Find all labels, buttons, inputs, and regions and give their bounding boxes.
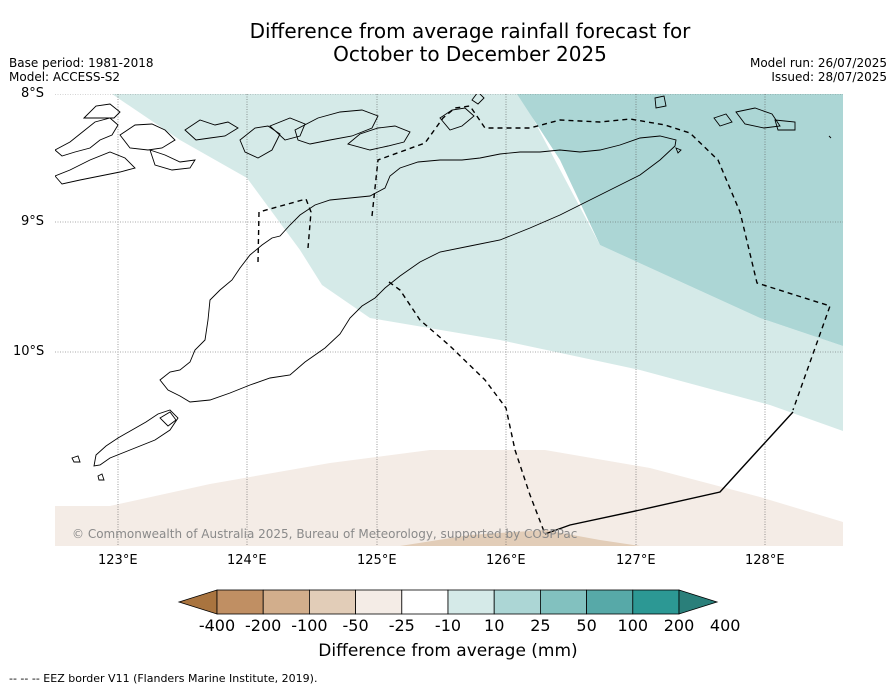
model-label: Model: ACCESS-S2 [9, 70, 121, 84]
lon-label-123e: 123°E [98, 553, 138, 568]
copyright-notice: © Commonwealth of Australia 2025, Bureau… [72, 527, 578, 541]
colorbar-cell [493, 589, 541, 615]
colorbar-extend-high [678, 589, 719, 615]
colorbar-cell [308, 589, 356, 615]
colorbar-tick-label: -400 [198, 616, 236, 635]
colorbar [177, 589, 719, 615]
issued-label: Issued: 28/07/2025 [771, 70, 887, 84]
colorbar-cell [540, 589, 588, 615]
colorbar-tick-label: -200 [245, 616, 282, 635]
coastlines [55, 94, 832, 481]
lon-label-126e: 126°E [486, 553, 526, 568]
colorbar-tick-label: 200 [663, 616, 695, 635]
colorbar-cell [262, 589, 310, 615]
title-line-2: October to December 2025 [333, 42, 607, 66]
colorbar-cell [216, 589, 264, 615]
rainfall-zone-neg25-neg10 [55, 450, 843, 546]
colorbar-cell [447, 589, 495, 615]
eez-legend-footer: -- -- -- EEZ border V11 (Flanders Marine… [9, 672, 318, 685]
colorbar-tick-label: 50 [576, 616, 597, 635]
colorbar-cell [632, 589, 680, 615]
rainfall-zone-10-25 [112, 94, 843, 431]
colorbar-extend-low [177, 589, 218, 615]
model-run-label: Model run: 26/07/2025 [749, 56, 887, 70]
colorbar-tick-label: 400 [709, 616, 741, 635]
base-period-label: Base period: 1981-2018 [9, 56, 154, 70]
colorbar-tick-label: -100 [291, 616, 328, 635]
eez-border [257, 105, 831, 535]
lon-label-127e: 127°E [616, 553, 656, 568]
lat-label-10s: 10°S [13, 344, 45, 359]
colorbar-title: Difference from average (mm) [318, 641, 578, 661]
meta-left: Base period: 1981-2018 Model: ACCESS-S2 [9, 56, 154, 84]
lon-label-124e: 124°E [227, 553, 267, 568]
colorbar-tick-label: -10 [434, 616, 462, 635]
rainfall-zone-25-50 [517, 94, 843, 346]
colorbar-tick-label: -25 [388, 616, 415, 635]
eez-border-solid [544, 411, 794, 535]
colorbar-cell [401, 589, 449, 615]
colorbar-tick-label: -50 [342, 616, 369, 635]
colorbar-tick-label: 25 [530, 616, 551, 635]
map-area [55, 94, 843, 546]
colorbar-cell [355, 589, 403, 615]
lat-label-8s: 8°S [21, 86, 45, 101]
lat-label-9s: 9°S [21, 214, 45, 229]
colorbar-tick-label: 100 [617, 616, 649, 635]
rainfall-zone-neg50-neg25 [400, 530, 640, 546]
title-line-1: Difference from average rainfall forecas… [249, 19, 691, 43]
lon-label-128e: 128°E [745, 553, 785, 568]
colorbar-cell [586, 589, 634, 615]
colorbar-tick-label: 10 [484, 616, 505, 635]
lon-label-125e: 125°E [357, 553, 397, 568]
map-title: Difference from average rainfall forecas… [0, 20, 896, 66]
meta-right: Model run: 26/07/2025 Issued: 28/07/2025 [750, 56, 887, 84]
